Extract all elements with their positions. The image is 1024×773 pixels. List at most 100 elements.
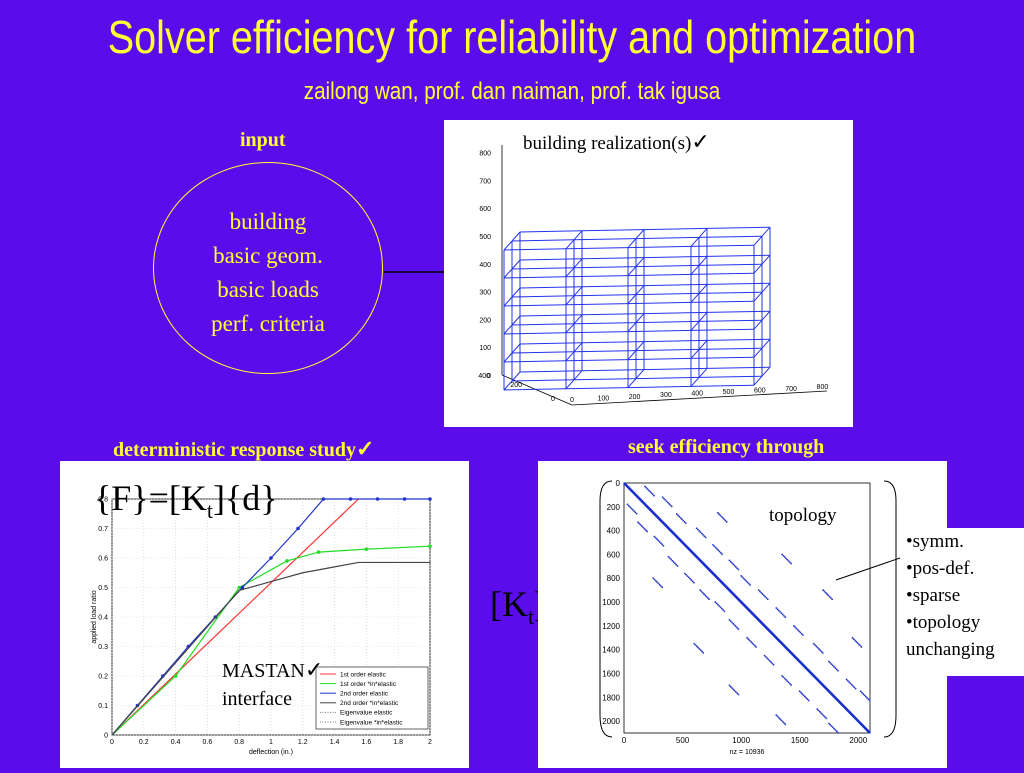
frame-beam [698, 256, 708, 266]
property-topology: •topology [906, 612, 981, 633]
frame-beam [573, 294, 637, 297]
y-tick-label: 600 [607, 550, 621, 559]
x-tick-label: 400 [691, 391, 703, 398]
nonzero-dot [781, 720, 784, 723]
nonzero-dot [837, 669, 839, 672]
nonzero-dot [631, 508, 634, 511]
frame-beam [503, 380, 513, 391]
nonzero-dot [717, 549, 720, 552]
nonzero-dot [719, 514, 722, 517]
nonzero-dot [645, 486, 648, 489]
frame-beam [635, 369, 645, 379]
nonzero-dot [667, 555, 670, 558]
nonzero-dot [731, 687, 733, 689]
nonzero-dot [816, 708, 819, 711]
nonzero-dot [661, 543, 664, 546]
nonzero-dot [806, 698, 809, 701]
nonzero-dot [800, 691, 802, 694]
series-point [402, 497, 407, 501]
nonzero-dot [780, 719, 783, 722]
nonzero-dot [752, 643, 755, 646]
nonzero-dot [814, 644, 816, 646]
nonzero-dot [716, 511, 719, 514]
frame-beam [690, 272, 755, 275]
frame-beam [511, 323, 575, 326]
frame-beam [511, 371, 521, 382]
nonzero-dot [834, 729, 837, 731]
building-caption: building realization(s)✓ [523, 129, 710, 155]
frame-beam [706, 282, 771, 285]
nonzero-dot [800, 632, 803, 635]
nonzero-dot [677, 514, 679, 517]
y-tick-label: 1000 [602, 598, 620, 607]
check-icon: ✓ [691, 129, 710, 154]
nonzero-dot [801, 693, 804, 695]
y-tick-label: 1600 [602, 669, 620, 678]
nonzero-dot [729, 620, 732, 623]
nonzero-dot [834, 667, 837, 670]
nonzero-dot [662, 544, 665, 547]
nonzero-dot [861, 691, 863, 694]
nonzero-dot [741, 576, 744, 579]
nonzero-dot [788, 561, 791, 564]
nonzero-dot [698, 529, 701, 532]
nonzero-dot [653, 494, 656, 497]
nonzero-dot [837, 731, 839, 734]
nonzero-dot [833, 665, 836, 668]
nonzero-dot [746, 636, 748, 639]
nonzero-dot [801, 634, 804, 636]
x-tick-label: 800 [817, 384, 829, 391]
nonzero-dot [683, 520, 686, 523]
frame-beam [761, 254, 771, 265]
frame-beam [573, 342, 583, 353]
frame-beam [690, 321, 700, 331]
nonzero-dot [783, 614, 785, 617]
x-tick-label: 200 [629, 394, 641, 401]
nonzero-dot [746, 581, 749, 584]
nonzero-dot [698, 648, 701, 650]
nonzero-dot [680, 518, 683, 521]
nonzero-dot [657, 539, 660, 542]
nonzero-dot [728, 559, 731, 562]
frame-beam [635, 264, 700, 268]
nonzero-dot [859, 690, 862, 693]
nonzero-dot [672, 561, 675, 563]
y-tick-label: 200 [607, 503, 621, 512]
nonzero-dot [787, 681, 790, 684]
frame-beam [503, 332, 567, 335]
y-tick-label: 0.2 [98, 674, 108, 681]
frame-beam [753, 319, 763, 330]
nonzero-dot [718, 550, 721, 553]
z-tick-label: 700 [479, 178, 491, 185]
nonzero-dot [748, 639, 751, 642]
nonzero-dot [829, 597, 832, 599]
nonzero-dot [845, 678, 848, 681]
nonzero-dot [641, 525, 643, 528]
y-tick-label: 0 [616, 479, 621, 488]
frame-beam [503, 276, 567, 279]
nonzero-dot [835, 730, 838, 733]
nonzero-dot [779, 611, 782, 613]
nonzero-dot [723, 610, 726, 613]
nonzero-dot [826, 593, 828, 595]
nonzero-dot [674, 562, 676, 565]
nonzero-dot [702, 651, 705, 654]
y-tick-label: 1800 [602, 693, 620, 702]
frame-beam [511, 287, 521, 298]
nonzero-dot [831, 664, 834, 667]
nonzero-dot [825, 717, 828, 720]
nonzero-dot [657, 582, 660, 585]
nonzero-dot [679, 516, 682, 519]
nonzero-dot [823, 590, 826, 593]
frame-beam [565, 387, 629, 390]
frame-beam [573, 370, 583, 381]
nonzero-dot [661, 586, 664, 589]
nonzero-dot [828, 595, 831, 598]
nonzero-dot [668, 557, 671, 560]
frame-beam [573, 350, 637, 353]
y-tick-label: 0.8 [98, 497, 108, 504]
z-tick-label: 600 [479, 206, 491, 213]
nonzero-dot [854, 639, 856, 642]
nonzero-dot [852, 638, 855, 640]
frame-beam [698, 228, 708, 238]
